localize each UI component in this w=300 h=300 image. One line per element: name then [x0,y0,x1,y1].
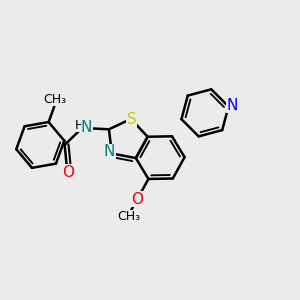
Text: N: N [226,98,238,113]
Text: H: H [75,119,84,132]
Text: S: S [127,112,136,127]
Text: N: N [81,120,92,135]
Text: CH₃: CH₃ [117,210,139,223]
Text: N: N [104,145,115,160]
Text: CH₃: CH₃ [117,210,140,223]
Text: CH₃: CH₃ [43,93,66,106]
Text: O: O [131,192,143,207]
Text: O: O [62,165,74,180]
